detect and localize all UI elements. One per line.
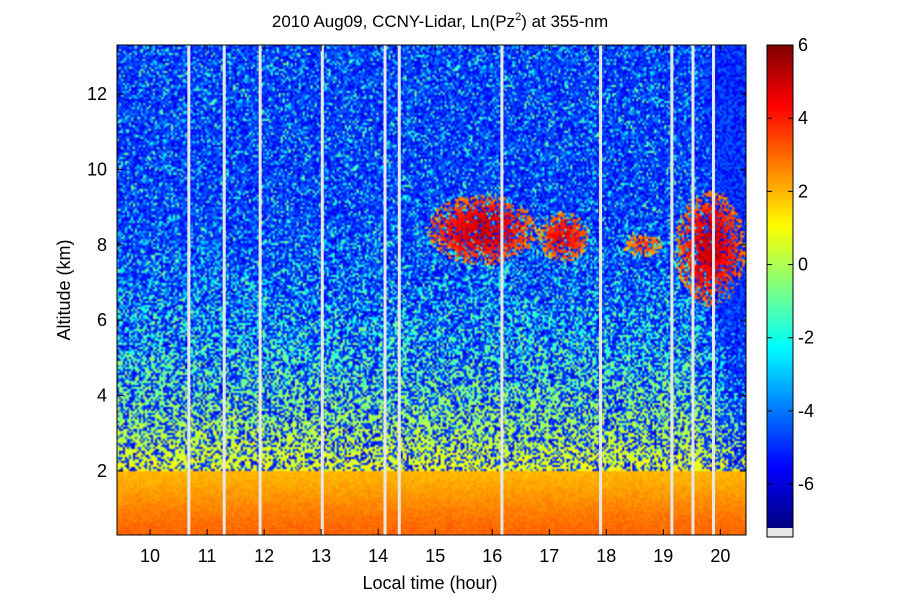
colorbar-tick-label: -6 xyxy=(798,474,814,494)
y-tick-label: 2 xyxy=(97,461,107,481)
plot-frame xyxy=(116,44,747,536)
chart-title: 2010 Aug09, CCNY-Lidar, Ln(Pz2) at 355-n… xyxy=(272,11,608,31)
x-tick-label: 10 xyxy=(140,546,160,566)
data-gap-layer xyxy=(187,45,715,535)
heatmap-area xyxy=(116,44,747,536)
y-tick-label: 8 xyxy=(97,235,107,255)
data-gap xyxy=(711,45,715,535)
colorbar-tick-label: 2 xyxy=(798,181,808,201)
x-tick-label: 15 xyxy=(425,546,445,566)
colorbar-nodata-swatch xyxy=(767,528,793,537)
x-axis: 10 11 12 13 14 15 16 17 18 19 20 xyxy=(140,45,730,566)
data-gap xyxy=(691,45,695,535)
y-tick-label: 4 xyxy=(97,386,107,406)
x-tick-label: 18 xyxy=(596,546,616,566)
colorbar-gradient xyxy=(767,45,793,528)
data-gap xyxy=(599,45,603,535)
colorbar-tick-label: -2 xyxy=(798,328,814,348)
y-axis-label: Altitude (km) xyxy=(54,239,74,340)
x-axis-label: Local time (hour) xyxy=(362,573,497,593)
data-gap xyxy=(258,45,262,535)
x-tick-label: 19 xyxy=(653,546,673,566)
x-tick-label: 14 xyxy=(368,546,388,566)
colorbar-tick-label: -4 xyxy=(798,401,814,421)
x-tick-label: 12 xyxy=(254,546,274,566)
y-tick-label: 10 xyxy=(87,159,107,179)
data-gap xyxy=(320,45,324,535)
colorbar: 6 4 2 0 -2 -4 -6 xyxy=(766,35,814,538)
y-axis: 2 4 6 8 10 12 xyxy=(87,84,746,481)
colorbar-tick-label: 0 xyxy=(798,255,808,275)
y-tick-label: 12 xyxy=(87,84,107,104)
x-tick-label: 17 xyxy=(539,546,559,566)
data-gap xyxy=(222,45,226,535)
x-tick-label: 13 xyxy=(311,546,331,566)
data-gap xyxy=(383,45,387,535)
x-tick-label: 20 xyxy=(710,546,730,566)
colorbar-frame xyxy=(766,44,794,538)
x-tick-label: 11 xyxy=(198,546,217,566)
heatmap-image xyxy=(117,45,746,535)
x-tick-label: 16 xyxy=(482,546,502,566)
data-gap xyxy=(670,45,674,535)
colorbar-tick-label: 6 xyxy=(798,35,808,55)
data-gap xyxy=(500,45,504,535)
y-tick-label: 6 xyxy=(97,310,107,330)
data-gap xyxy=(187,45,191,535)
data-gap xyxy=(397,45,401,535)
colorbar-tick-label: 4 xyxy=(798,108,808,128)
colorbar-ticks: 6 4 2 0 -2 -4 -6 xyxy=(767,35,814,494)
